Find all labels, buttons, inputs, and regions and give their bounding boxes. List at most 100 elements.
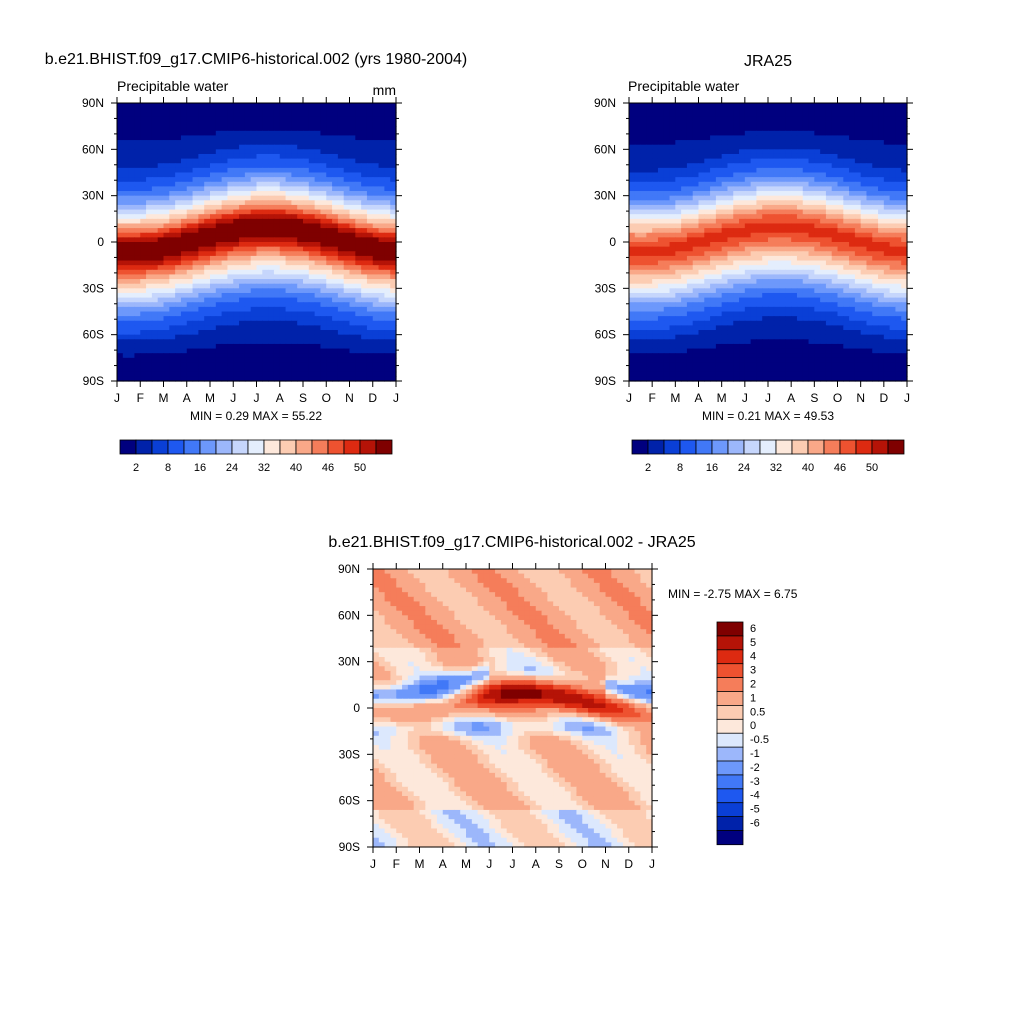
contour-cell	[186, 130, 194, 137]
contour-cell	[314, 292, 322, 299]
contour-cell	[791, 167, 798, 174]
contour-cell	[692, 177, 700, 183]
colorbar-box	[215, 439, 233, 455]
contour-cell	[640, 283, 647, 289]
contour-cell	[366, 367, 374, 373]
contour-cell	[303, 172, 310, 178]
contour-cell	[634, 260, 642, 266]
contour-cell	[186, 353, 194, 359]
contour-cell	[285, 130, 292, 137]
contour-cell	[244, 283, 252, 289]
contour-cell	[140, 158, 147, 164]
contour-cell	[796, 140, 804, 146]
contour-cell	[901, 228, 908, 234]
contour-cell	[303, 237, 310, 243]
contour-cell	[872, 107, 879, 113]
contour-cell	[297, 320, 304, 326]
contour-cell	[297, 126, 304, 132]
contour-cell	[384, 214, 391, 220]
contour-cell	[256, 218, 263, 225]
contour-cell	[268, 265, 275, 271]
contour-cell	[744, 116, 752, 123]
contour-cell	[646, 130, 653, 137]
contour-cell	[279, 232, 287, 238]
contour-cell	[320, 246, 327, 252]
contour-cell	[773, 283, 781, 289]
colorbar-label: 8	[165, 462, 171, 474]
contour-cell	[889, 260, 897, 266]
colorbar-box	[135, 439, 153, 455]
contour-cell	[814, 116, 821, 123]
contour-cell	[122, 242, 130, 248]
contour-cell	[215, 135, 223, 141]
contour-cell	[710, 135, 717, 141]
contour-cell	[204, 177, 211, 183]
contour-cell	[686, 279, 694, 285]
contour-cell	[681, 237, 688, 243]
contour-cell	[157, 302, 165, 308]
contour-cell	[629, 283, 636, 289]
contour-cell	[849, 242, 856, 248]
contour-cell	[657, 163, 665, 169]
contour-cell	[825, 228, 833, 234]
contour-cell	[646, 186, 653, 192]
contour-cell	[849, 288, 856, 294]
contour-cell	[773, 274, 781, 280]
contour-cell	[303, 103, 310, 109]
contour-cell	[349, 223, 356, 229]
contour-cell	[221, 153, 229, 160]
contour-cell	[791, 144, 798, 150]
contour-cell	[390, 325, 397, 331]
contour-cell	[663, 163, 671, 169]
contour-cell	[652, 232, 659, 238]
contour-cell	[291, 288, 298, 294]
contour-cell	[175, 116, 182, 123]
contour-cell	[250, 186, 258, 192]
contour-cell	[117, 242, 124, 248]
contour-cell	[169, 348, 176, 354]
contour-cell	[756, 283, 763, 289]
contour-cell	[744, 144, 752, 150]
contour-cell	[361, 330, 368, 336]
contour-cell	[146, 242, 153, 248]
contour-cell	[698, 135, 705, 141]
contour-cell	[866, 223, 873, 229]
contour-cell	[175, 177, 182, 183]
contour-cell	[134, 177, 141, 183]
contour-cell	[151, 140, 159, 146]
contour-cell	[186, 140, 194, 146]
contour-cell	[192, 302, 199, 308]
contour-cell	[901, 191, 908, 197]
contour-cell	[268, 195, 275, 201]
contour-cell	[303, 325, 310, 331]
contour-cell	[895, 223, 902, 229]
contour-cell	[233, 126, 240, 132]
contour-cell	[198, 191, 205, 197]
contour-cell	[326, 195, 333, 201]
contour-cell	[157, 204, 165, 211]
contour-cell	[250, 163, 258, 169]
contour-cell	[233, 163, 240, 169]
contour-cell	[878, 255, 885, 262]
contour-cell	[878, 265, 885, 271]
contour-cell	[215, 339, 223, 345]
contour-cell	[244, 140, 252, 146]
contour-cell	[646, 103, 653, 109]
contour-cell	[175, 186, 182, 192]
contour-cell	[285, 126, 292, 132]
contour-cell	[186, 339, 194, 345]
contour-cell	[390, 251, 397, 257]
contour-cell	[326, 177, 333, 183]
contour-cell	[768, 200, 775, 206]
contour-cell	[297, 371, 304, 377]
contour-cell	[390, 269, 397, 276]
contour-cell	[349, 297, 356, 303]
contour-cell	[814, 144, 821, 150]
contour-cell	[872, 112, 879, 118]
contour-cell	[785, 116, 792, 123]
contour-cell	[134, 153, 141, 160]
contour-cell	[262, 172, 269, 178]
contour-cell	[146, 283, 153, 289]
contour-cell	[175, 167, 182, 174]
contour-cell	[860, 204, 868, 211]
